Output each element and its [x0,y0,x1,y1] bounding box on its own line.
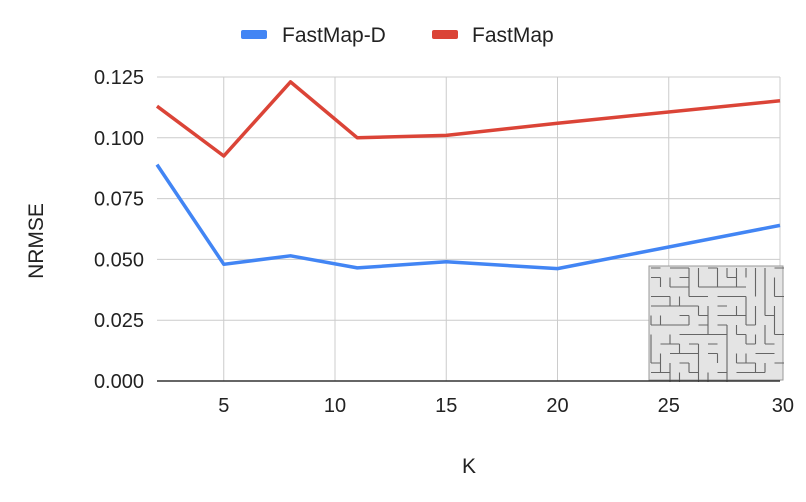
x-tick-label: 15 [435,395,457,417]
series-line-fastmap [155,80,781,158]
maze-walls [650,267,784,382]
series-lines [155,80,781,271]
x-tick-label: 5 [218,395,229,417]
x-tick-label: 30 [772,395,794,417]
x-tick-label: 25 [658,395,680,417]
y-axis-title: NRMSE [25,203,48,279]
x-tick-label: 10 [324,395,346,417]
series-line-fastmap-d [155,163,781,271]
y-tick-label: 0.100 [94,128,144,150]
legend: FastMap-D FastMap [241,24,554,47]
y-tick-label: 0.000 [94,371,144,393]
legend-label: FastMap [472,24,554,47]
maze-inset-icon [648,265,784,382]
maze-background [648,265,784,381]
y-tick-label: 0.050 [94,249,144,271]
tick-labels: 0.000 0.025 0.050 0.075 0.100 0.125 5 10 15 20 25 3… [94,67,794,417]
legend-swatch [241,30,267,39]
x-tick-label: 20 [546,395,568,417]
y-tick-label: 0.075 [94,189,144,211]
legend-swatch [432,30,458,39]
legend-label: FastMap-D [282,24,386,47]
x-axis-title: K [462,455,476,478]
y-tick-label: 0.125 [94,67,144,89]
y-tick-label: 0.025 [94,310,144,332]
